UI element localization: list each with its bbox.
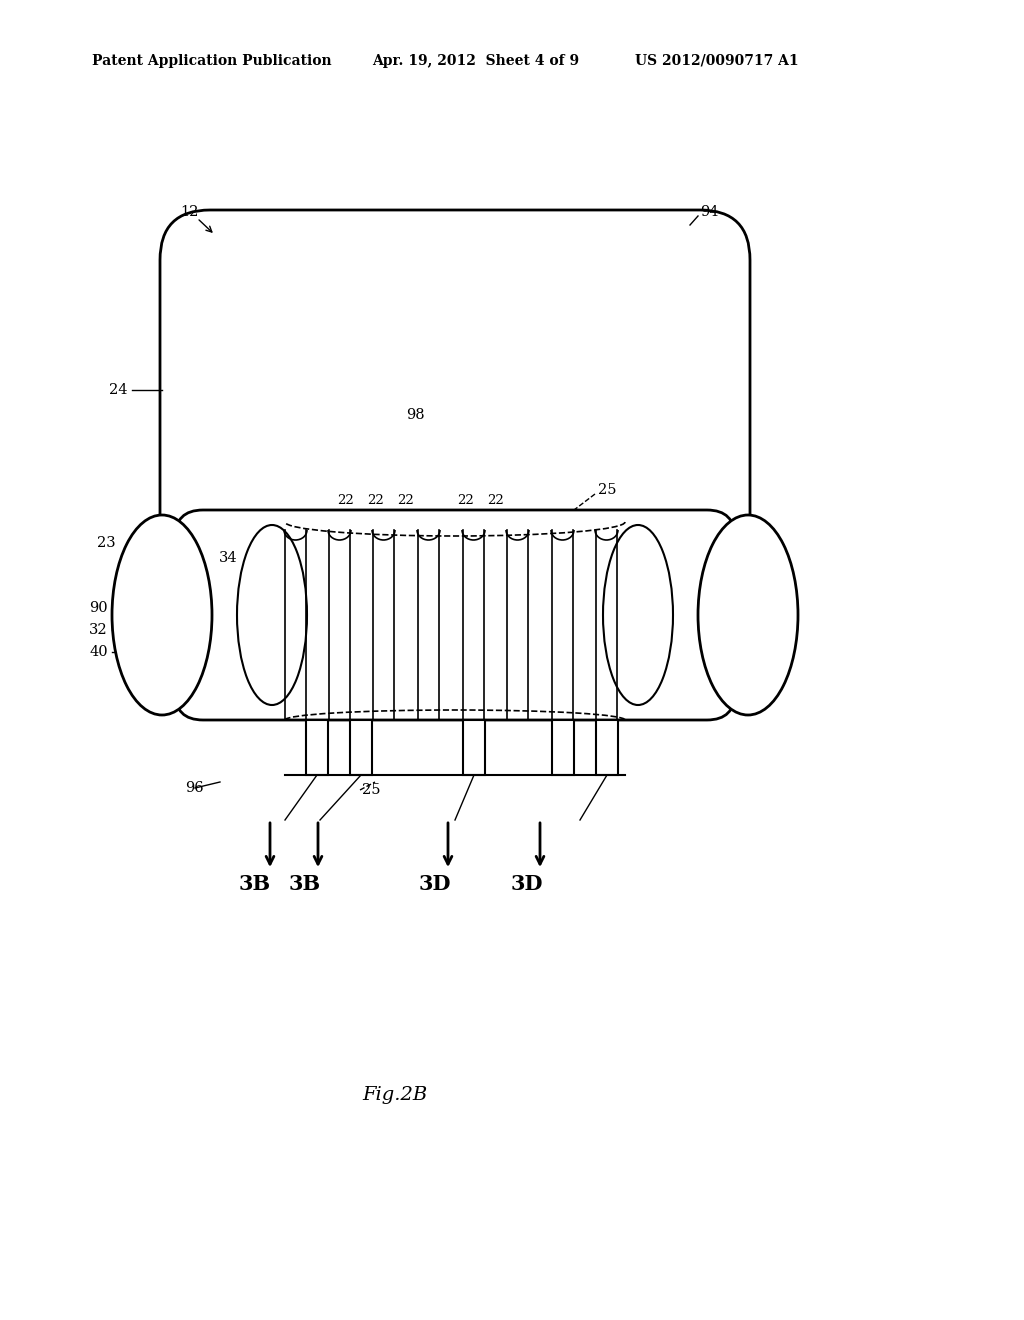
- Ellipse shape: [603, 525, 673, 705]
- Bar: [552, 719, 574, 775]
- Ellipse shape: [237, 525, 307, 705]
- Text: 32: 32: [89, 623, 108, 638]
- Text: 3B: 3B: [239, 874, 271, 894]
- Text: 96: 96: [185, 781, 204, 795]
- Text: 22: 22: [367, 494, 383, 507]
- Text: 40: 40: [89, 645, 108, 659]
- Text: Fig.2B: Fig.2B: [362, 1086, 428, 1104]
- Text: 32: 32: [750, 618, 769, 632]
- Bar: [596, 719, 618, 775]
- Text: 12: 12: [180, 205, 199, 219]
- Ellipse shape: [698, 515, 798, 715]
- Text: 22: 22: [486, 494, 504, 507]
- Text: 98: 98: [406, 408, 424, 422]
- Text: 34: 34: [218, 550, 237, 565]
- Text: 94: 94: [700, 205, 719, 219]
- Text: Patent Application Publication: Patent Application Publication: [92, 54, 332, 69]
- Bar: [306, 719, 328, 775]
- Text: 3B: 3B: [289, 874, 322, 894]
- Text: 3D: 3D: [419, 874, 452, 894]
- Text: 24: 24: [110, 383, 128, 397]
- Text: 23: 23: [744, 536, 763, 550]
- Text: 23: 23: [97, 536, 116, 550]
- Text: 90: 90: [89, 601, 108, 615]
- Text: 92: 92: [750, 587, 768, 602]
- Text: 40: 40: [750, 643, 769, 657]
- Text: 25: 25: [598, 483, 616, 498]
- Text: 34: 34: [617, 550, 636, 565]
- Text: 3D: 3D: [511, 874, 544, 894]
- FancyBboxPatch shape: [175, 510, 735, 719]
- Text: Apr. 19, 2012  Sheet 4 of 9: Apr. 19, 2012 Sheet 4 of 9: [372, 54, 580, 69]
- Text: 22: 22: [457, 494, 473, 507]
- Ellipse shape: [112, 515, 212, 715]
- Text: US 2012/0090717 A1: US 2012/0090717 A1: [635, 54, 799, 69]
- Bar: [350, 719, 372, 775]
- Bar: [463, 719, 485, 775]
- Text: 25: 25: [362, 783, 381, 797]
- FancyBboxPatch shape: [160, 210, 750, 570]
- Text: 22: 22: [396, 494, 414, 507]
- Text: 22: 22: [337, 494, 353, 507]
